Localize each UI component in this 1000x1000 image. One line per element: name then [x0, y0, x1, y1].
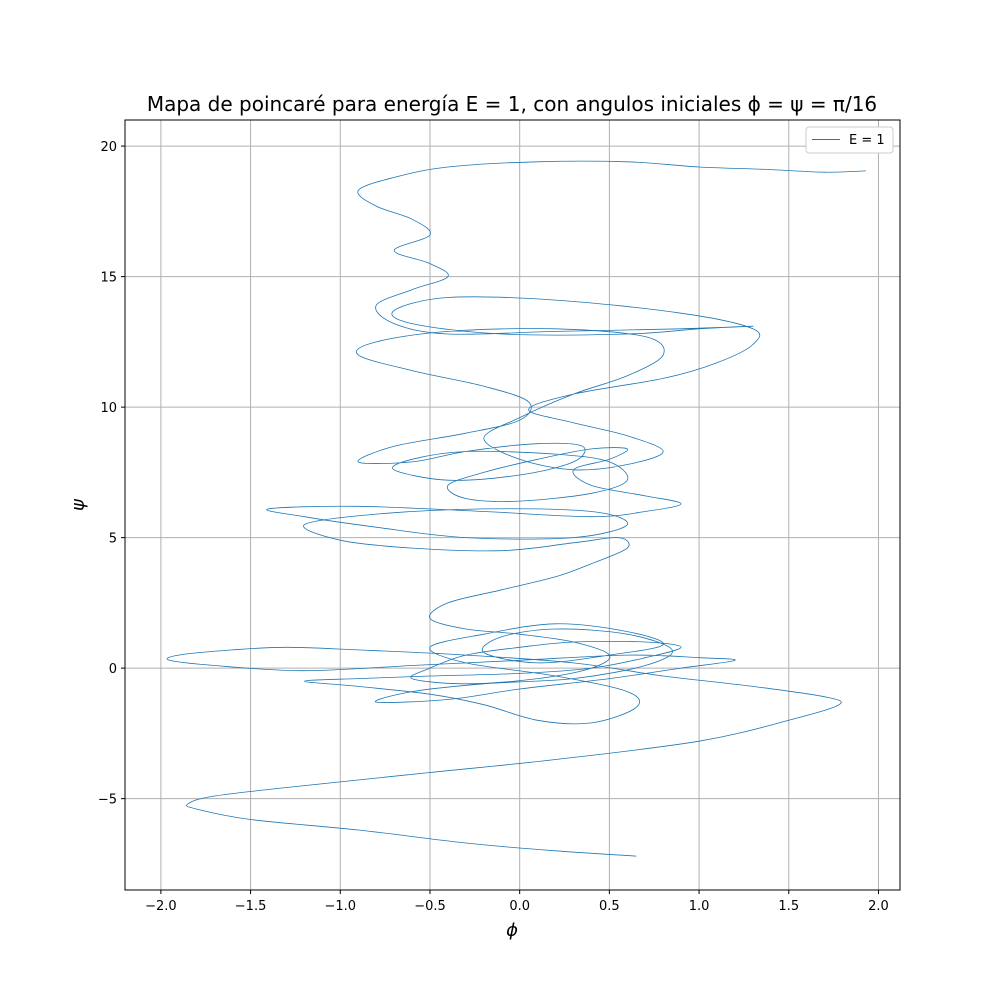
- y-tick-label: 10: [100, 401, 117, 416]
- x-tick-label: 0.0: [509, 899, 530, 914]
- y-tick-label: 15: [100, 271, 117, 286]
- x-tick-label: −2.0: [145, 899, 177, 914]
- x-tick-label: 1.0: [689, 899, 710, 914]
- x-tick-label: 0.5: [599, 899, 620, 914]
- x-tick-label: 1.5: [778, 899, 799, 914]
- x-axis-label: ϕ: [506, 920, 518, 941]
- chart-title: Mapa de poincaré para energía E = 1, con…: [147, 92, 877, 116]
- y-tick-label: −5: [98, 793, 117, 808]
- x-tick-label: 2.0: [868, 899, 889, 914]
- x-tick-label: −0.5: [414, 899, 446, 914]
- y-tick-label: 5: [109, 532, 117, 547]
- x-tick-label: −1.5: [235, 899, 267, 914]
- legend-label: E = 1: [849, 133, 885, 148]
- y-tick-label: 20: [100, 140, 117, 155]
- y-axis-label: ψ: [68, 498, 89, 511]
- y-tick-label: 0: [109, 662, 117, 677]
- x-tick-label: −1.0: [324, 899, 356, 914]
- legend: E = 1: [806, 127, 893, 153]
